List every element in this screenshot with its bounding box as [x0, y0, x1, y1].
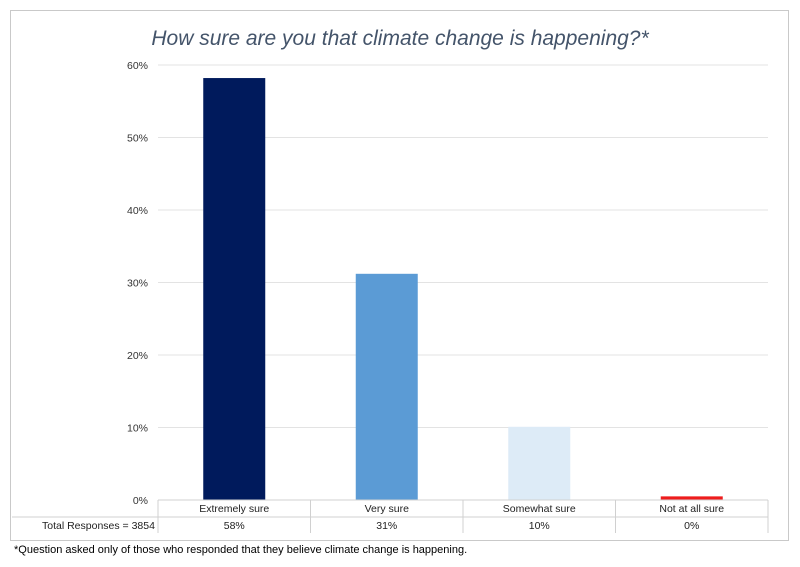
data-label: 10%: [529, 520, 550, 532]
y-tick-label: 0%: [133, 495, 148, 507]
y-tick-label: 10%: [127, 423, 148, 435]
bar: [660, 496, 723, 500]
x-tick-label: Very sure: [365, 503, 410, 515]
y-tick-label: 30%: [127, 278, 148, 290]
y-tick-label: 50%: [127, 133, 148, 145]
bar: [355, 273, 418, 500]
y-tick-label: 40%: [127, 205, 148, 217]
x-tick-label: Not at all sure: [659, 503, 724, 515]
x-tick-label: Extremely sure: [199, 503, 269, 515]
footnote: *Question asked only of those who respon…: [14, 544, 468, 556]
bar: [508, 426, 571, 500]
data-label: 31%: [376, 520, 397, 532]
x-tick-label: Somewhat sure: [503, 503, 576, 515]
table-row-label: Total Responses = 3854: [42, 520, 155, 532]
y-tick-label: 60%: [127, 60, 148, 72]
bars: [203, 78, 723, 501]
bar: [203, 78, 266, 501]
data-table: Extremely sure 58% Very sure 31% Somewhat su…: [12, 499, 769, 533]
chart-title: How sure are you that climate change is …: [151, 27, 649, 50]
y-tick-label: 20%: [127, 350, 148, 362]
data-label: 0%: [684, 520, 699, 532]
data-label: 58%: [224, 520, 245, 532]
y-axis-ticks: 0% 10% 20% 30% 40% 50% 60%: [127, 60, 148, 507]
